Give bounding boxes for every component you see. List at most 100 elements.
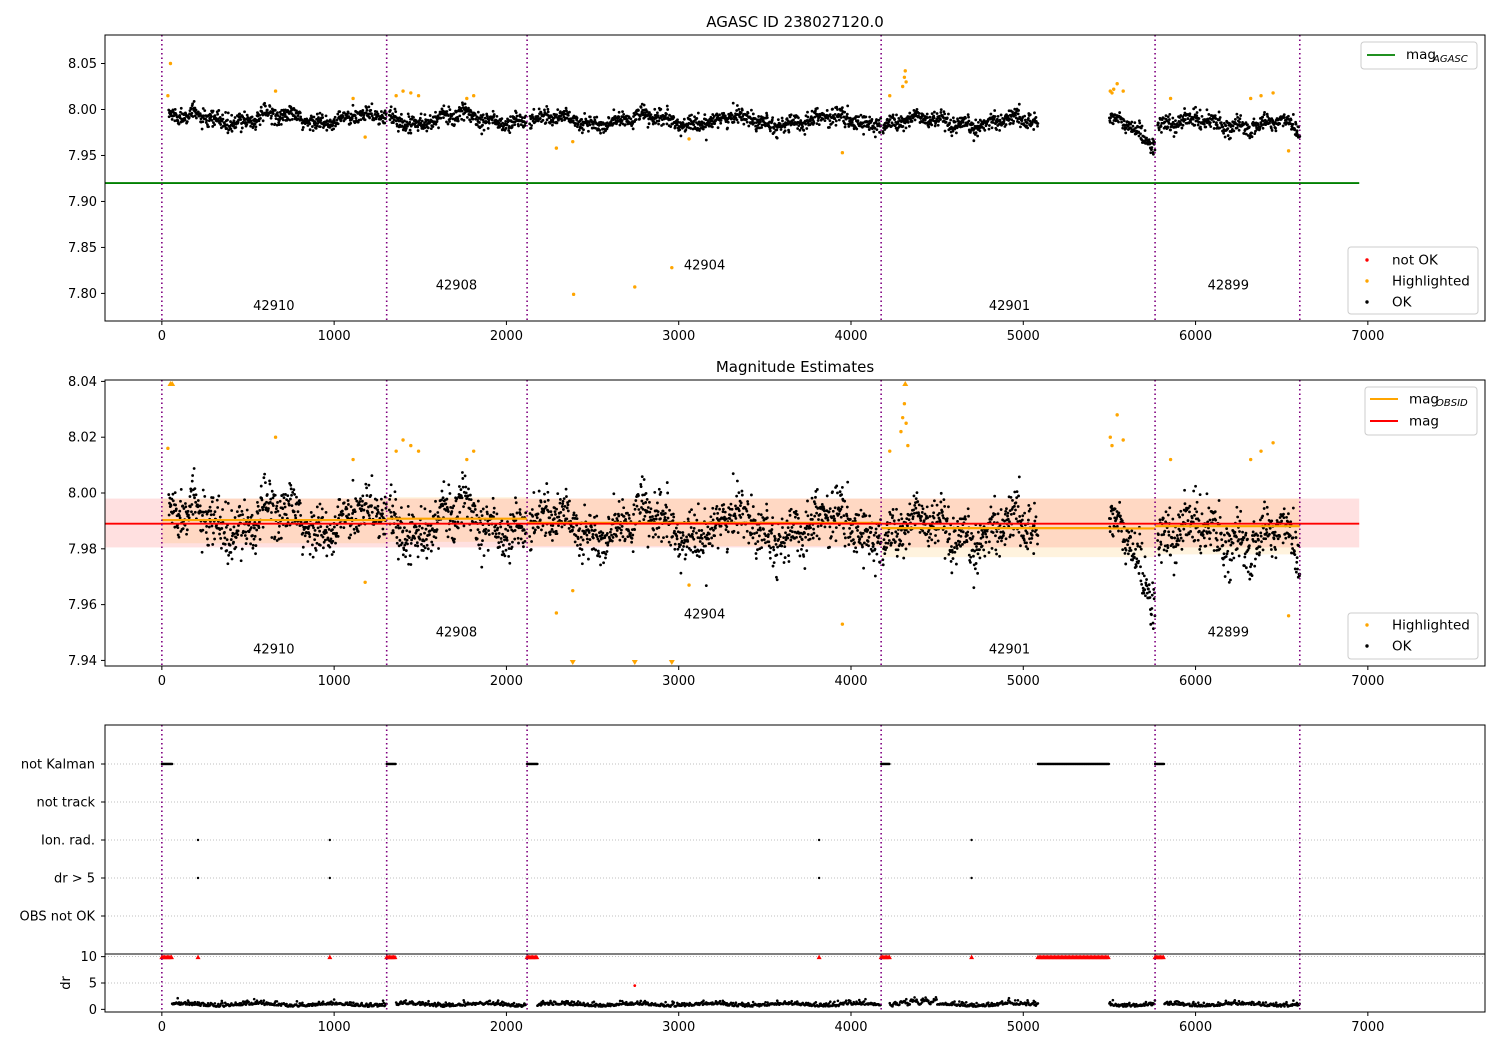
ok-point [619, 531, 623, 535]
ok-point [646, 545, 650, 549]
ok-point [268, 105, 272, 108]
ok-point [900, 517, 904, 521]
ok-point [475, 513, 479, 517]
ok-point [710, 526, 714, 530]
ok-point [1163, 120, 1167, 124]
ok-point [817, 537, 821, 541]
ok-point [290, 493, 293, 497]
ok-point [864, 115, 868, 119]
ok-point [185, 532, 188, 536]
ok-point [1145, 136, 1148, 140]
ok-point [809, 526, 812, 530]
ok-point [707, 532, 711, 536]
ok-point [318, 543, 322, 547]
ok-point [746, 111, 750, 115]
ok-point [1036, 122, 1040, 125]
ok-point [684, 128, 688, 132]
ok-point [1137, 130, 1141, 134]
ok-point [775, 136, 779, 140]
ok-point [1194, 105, 1197, 109]
ok-point [179, 106, 183, 110]
ok-point [802, 555, 806, 558]
ok-point [782, 561, 786, 564]
ok-point [615, 534, 618, 538]
ok-point [342, 526, 346, 530]
ok-point [189, 107, 193, 111]
ok-point [265, 493, 269, 496]
ok-point [179, 110, 182, 114]
ok-point [629, 531, 632, 535]
ok-point [346, 516, 350, 520]
ok-point [238, 112, 242, 116]
ok-point [595, 535, 599, 539]
ok-point [947, 112, 950, 116]
ok-point [487, 533, 491, 536]
ok-point [665, 104, 669, 108]
ok-point [210, 118, 214, 122]
ok-point [939, 108, 943, 111]
ok-point [993, 109, 997, 112]
ok-point [804, 527, 808, 531]
highlighted-point [1112, 87, 1116, 91]
ok-point [770, 118, 774, 122]
ok-point [454, 499, 458, 503]
ok-point [902, 556, 906, 560]
ok-point [230, 113, 234, 117]
ok-point [420, 542, 423, 546]
ok-point [226, 118, 229, 122]
ok-point [787, 560, 791, 563]
ok-point [169, 504, 173, 507]
ok-point [987, 127, 991, 131]
ok-point [429, 549, 433, 553]
ok-point [876, 540, 880, 544]
ok-point [1224, 124, 1228, 128]
ok-point [716, 546, 720, 550]
ok-point [786, 536, 790, 540]
ok-point [1204, 125, 1208, 129]
ok-point [461, 103, 465, 107]
ok-point [234, 536, 238, 539]
ok-point [522, 545, 525, 549]
ok-point [656, 501, 659, 505]
ok-point [428, 114, 432, 117]
ok-point [1226, 134, 1230, 137]
ok-point [957, 533, 961, 537]
ok-point [586, 124, 590, 128]
ok-point [546, 107, 550, 111]
ok-point [993, 115, 997, 118]
ok-point [225, 127, 229, 130]
ok-point [1142, 135, 1146, 139]
highlighted-point [1286, 149, 1291, 153]
ok-point [494, 532, 498, 536]
ok-point [598, 555, 602, 558]
ok-point [806, 115, 810, 119]
ok-point [772, 131, 776, 134]
ok-point [932, 516, 936, 520]
ok-point [342, 501, 346, 505]
ok-point [712, 528, 715, 532]
ok-point [230, 509, 234, 512]
ok-point [301, 553, 304, 556]
ok-point [575, 116, 579, 120]
ok-point [625, 118, 629, 121]
ok-point [346, 499, 350, 502]
ok-point [877, 122, 881, 125]
ok-point [389, 494, 392, 498]
ok-point [487, 121, 491, 125]
ok-point [504, 548, 508, 552]
ok-point [416, 125, 420, 129]
ok-point [812, 121, 816, 125]
ok-point [954, 562, 958, 566]
ok-point [332, 550, 336, 554]
ok-point [563, 112, 567, 116]
ok-point [1192, 107, 1196, 111]
ok-point [913, 118, 917, 122]
ok-point [492, 510, 496, 514]
ok-point [376, 114, 380, 118]
ok-point [923, 512, 927, 516]
ok-point [634, 118, 638, 121]
ok-point [686, 539, 690, 543]
ok-point [854, 546, 858, 550]
ok-point [418, 119, 421, 122]
ok-point [639, 485, 643, 489]
